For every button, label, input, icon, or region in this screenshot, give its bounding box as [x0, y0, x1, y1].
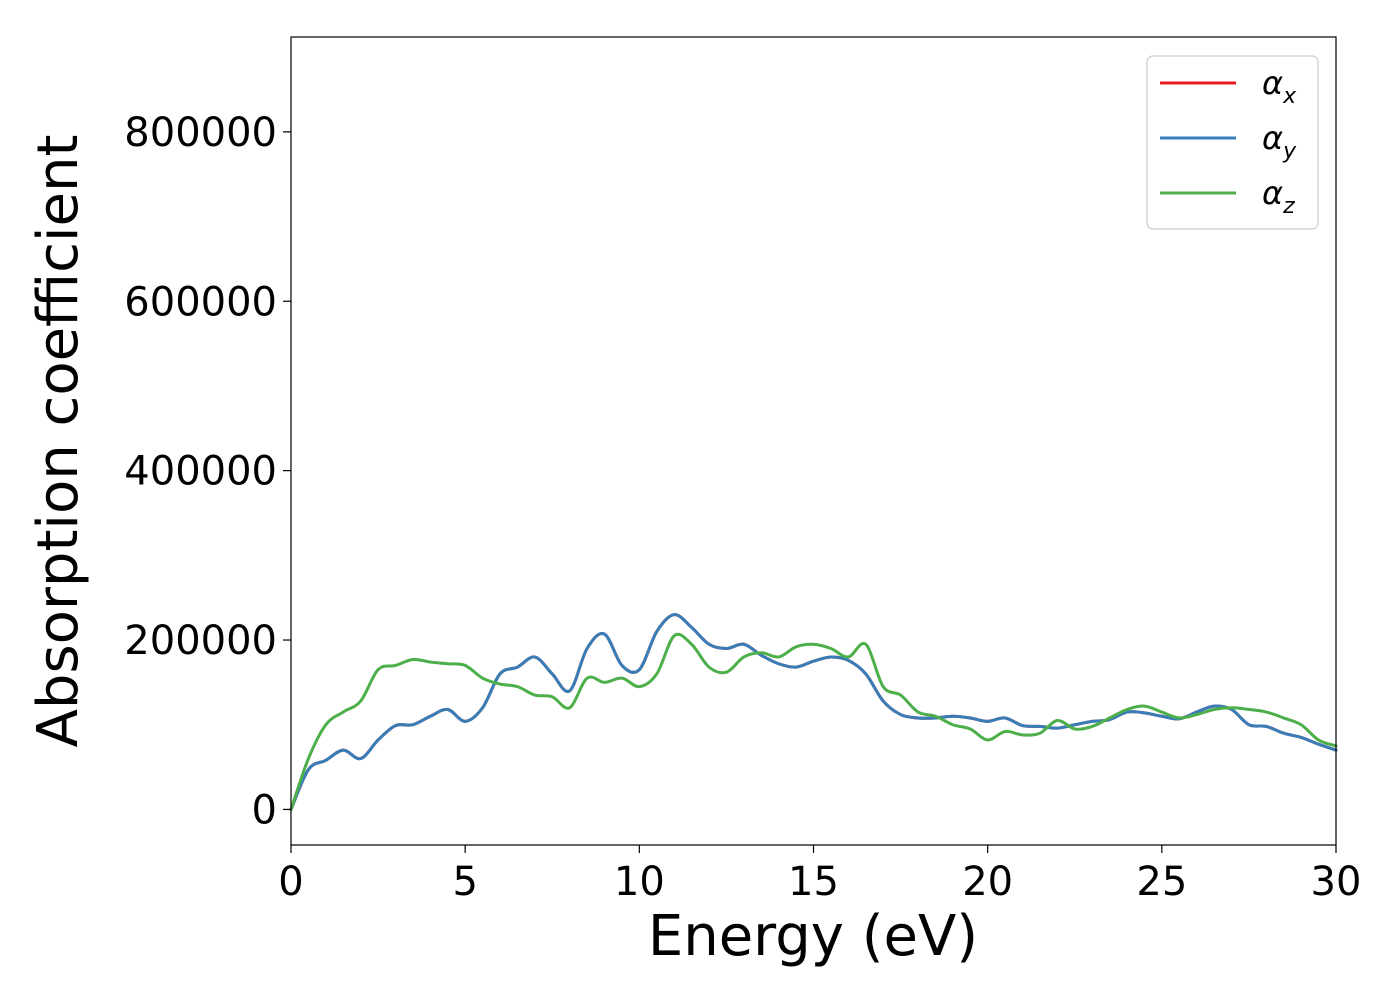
legend-label-alpha-z: αz: [1262, 174, 1295, 219]
x-tick-label: 15: [788, 859, 839, 905]
x-tick-label: 30: [1311, 859, 1362, 905]
legend-label-alpha-y: αy: [1262, 119, 1297, 164]
y-tick-label: 400000: [124, 449, 277, 495]
y-tick-label: 0: [252, 787, 277, 833]
x-tick-label: 10: [614, 859, 665, 905]
y-tick-label: 200000: [124, 618, 277, 664]
x-axis-label: Energy (eV): [648, 904, 978, 969]
series-line-alpha-y: [289, 613, 1338, 811]
legend: αx αy αz: [1146, 55, 1319, 230]
x-tick-label: 5: [452, 859, 477, 905]
y-axis-ticks: 0 200000 400000 600000 800000: [124, 110, 291, 833]
y-axis-label: Absorption coefficient: [26, 135, 91, 748]
series-line-alpha-z: [289, 632, 1338, 811]
y-tick-label: 600000: [124, 279, 277, 325]
x-tick-label: 25: [1136, 859, 1187, 905]
x-axis-ticks: 0 5 10 15 20 25 30: [278, 845, 1361, 905]
x-tick-label: 20: [962, 859, 1013, 905]
x-tick-label: 0: [278, 859, 303, 905]
legend-box: [1146, 55, 1319, 230]
legend-label-alpha-x: αx: [1262, 64, 1297, 109]
plot-area: [289, 613, 1338, 811]
y-tick-label: 800000: [124, 110, 277, 156]
